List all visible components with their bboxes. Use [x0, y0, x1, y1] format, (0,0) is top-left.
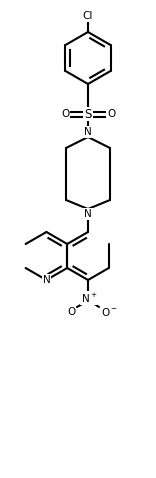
- Text: S: S: [84, 108, 92, 120]
- Text: Cl: Cl: [83, 11, 93, 21]
- Text: N: N: [84, 209, 92, 219]
- Text: N: N: [43, 275, 50, 285]
- Text: O: O: [107, 109, 115, 119]
- Text: O: O: [67, 307, 75, 317]
- Text: O$^-$: O$^-$: [100, 306, 117, 318]
- Text: O: O: [61, 109, 69, 119]
- Text: N: N: [84, 127, 92, 137]
- Text: N$^+$: N$^+$: [81, 292, 97, 304]
